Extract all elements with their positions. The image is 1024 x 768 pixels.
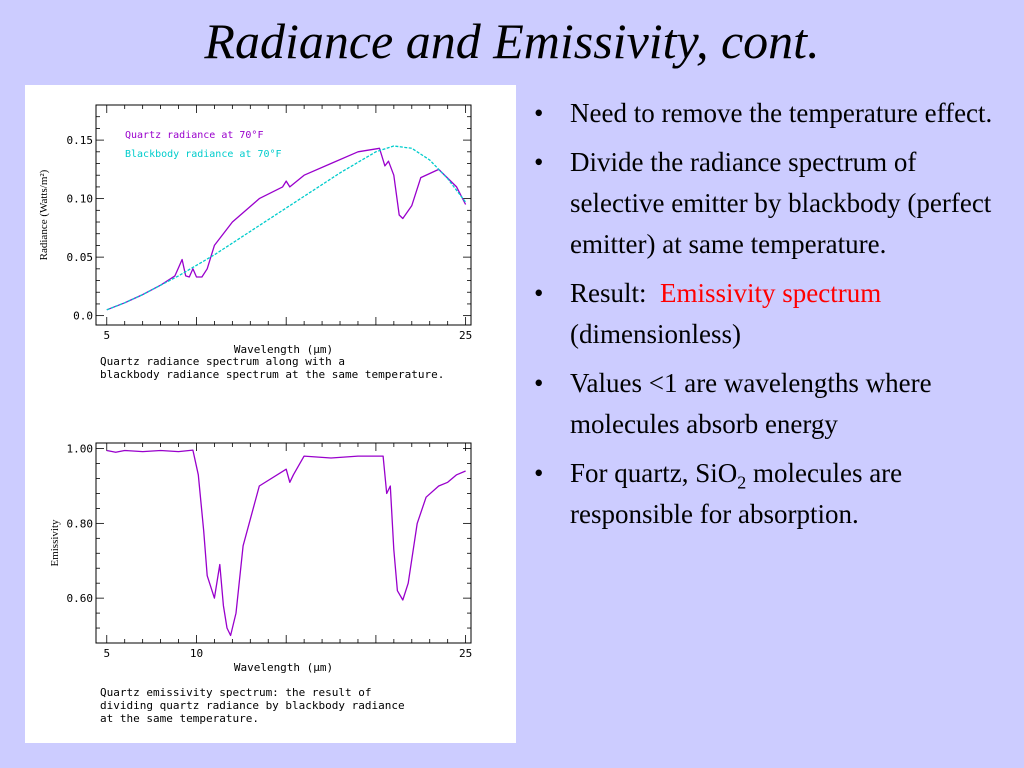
- x-tick-label: 25: [459, 647, 472, 660]
- legend-entry: Quartz radiance at 70°F: [125, 130, 263, 141]
- x-axis-label: Wavelength (μm): [234, 661, 333, 674]
- y-axis-label: Emissivity: [49, 519, 61, 567]
- bullet-suffix: (dimensionless): [570, 319, 741, 349]
- x-tick-label: 10: [190, 647, 203, 660]
- bullet-item: • Result: Emissivity spectrum (dimensionl…: [528, 273, 1008, 355]
- figure-caption-top: blackbody radiance spectrum at the same …: [100, 368, 444, 381]
- bullet-text: Values <1 are wavelengths where molecule…: [570, 368, 932, 439]
- bullet-dot-icon: •: [534, 147, 544, 177]
- bullet-text: Need to remove the temperature effect.: [570, 98, 993, 128]
- bullet-dot-icon: •: [534, 368, 544, 398]
- x-tick-label: 5: [103, 329, 110, 342]
- plot-frame: [95, 104, 472, 326]
- y-tick-label: 0.0: [73, 310, 93, 323]
- bullet-item: • Divide the radiance spectrum of selecti…: [528, 142, 1008, 265]
- bullet-prefix: For quartz, SiO: [570, 458, 738, 488]
- y-tick-label: 0.10: [67, 193, 94, 206]
- figure-panel: 0.0 0.05 0.10 0.15 5 25 Wavelength (μm) Radianc…: [25, 85, 516, 743]
- y-tick-label: 0.80: [67, 517, 94, 530]
- bullet-suffix: molecules are responsible for absorption…: [570, 458, 903, 529]
- y-tick-label: 0.60: [67, 592, 94, 605]
- figure-caption-bottom: dividing quartz radiance by blackbody ra…: [100, 699, 405, 712]
- y-axis-label: Radiance (Watts/m²): [38, 169, 50, 260]
- legend-entry: Blackbody radiance at 70°F: [125, 149, 282, 160]
- bullet-highlight: Emissivity spectrum: [660, 278, 882, 308]
- y-tick-label: 1.00: [67, 443, 94, 456]
- bullet-list: • Need to remove the temperature effect. …: [528, 93, 1008, 543]
- y-tick-label: 0.05: [67, 251, 94, 264]
- bullet-dot-icon: •: [534, 278, 544, 308]
- bullet-text: Divide the radiance spectrum of selectiv…: [570, 147, 992, 259]
- slide-title: Radiance and Emissivity, cont.: [204, 13, 820, 69]
- x-tick-label: 5: [103, 647, 110, 660]
- bullet-item: • Values <1 are wavelengths where molecul…: [528, 363, 1008, 445]
- x-axis-label: Wavelength (μm): [234, 343, 333, 356]
- figure-svg: 0.0 0.05 0.10 0.15 5 25 Wavelength (μm) Radianc…: [38, 104, 472, 725]
- bullet-item: • Need to remove the temperature effect.: [528, 93, 1008, 134]
- bullet-prefix: Result:: [570, 278, 661, 308]
- series-line-quartz: [106, 147, 467, 311]
- bullet-subscript: 2: [737, 472, 747, 493]
- y-tick-label: 0.15: [67, 134, 94, 147]
- x-tick-label: 25: [459, 329, 472, 342]
- series-line-emissivity: [106, 449, 466, 637]
- figure-caption-bottom: Quartz emissivity spectrum: the result o…: [100, 686, 372, 699]
- plot-frame: [95, 442, 472, 644]
- figure-caption-bottom: at the same temperature.: [100, 712, 259, 725]
- series-line-blackbody: [106, 145, 467, 311]
- bullet-item: • For quartz, SiO2 molecules are responsi…: [528, 453, 1008, 535]
- figure-caption-top: Quartz radiance spectrum along with a: [100, 355, 345, 368]
- bullet-dot-icon: •: [534, 98, 544, 128]
- bullet-dot-icon: •: [534, 458, 544, 488]
